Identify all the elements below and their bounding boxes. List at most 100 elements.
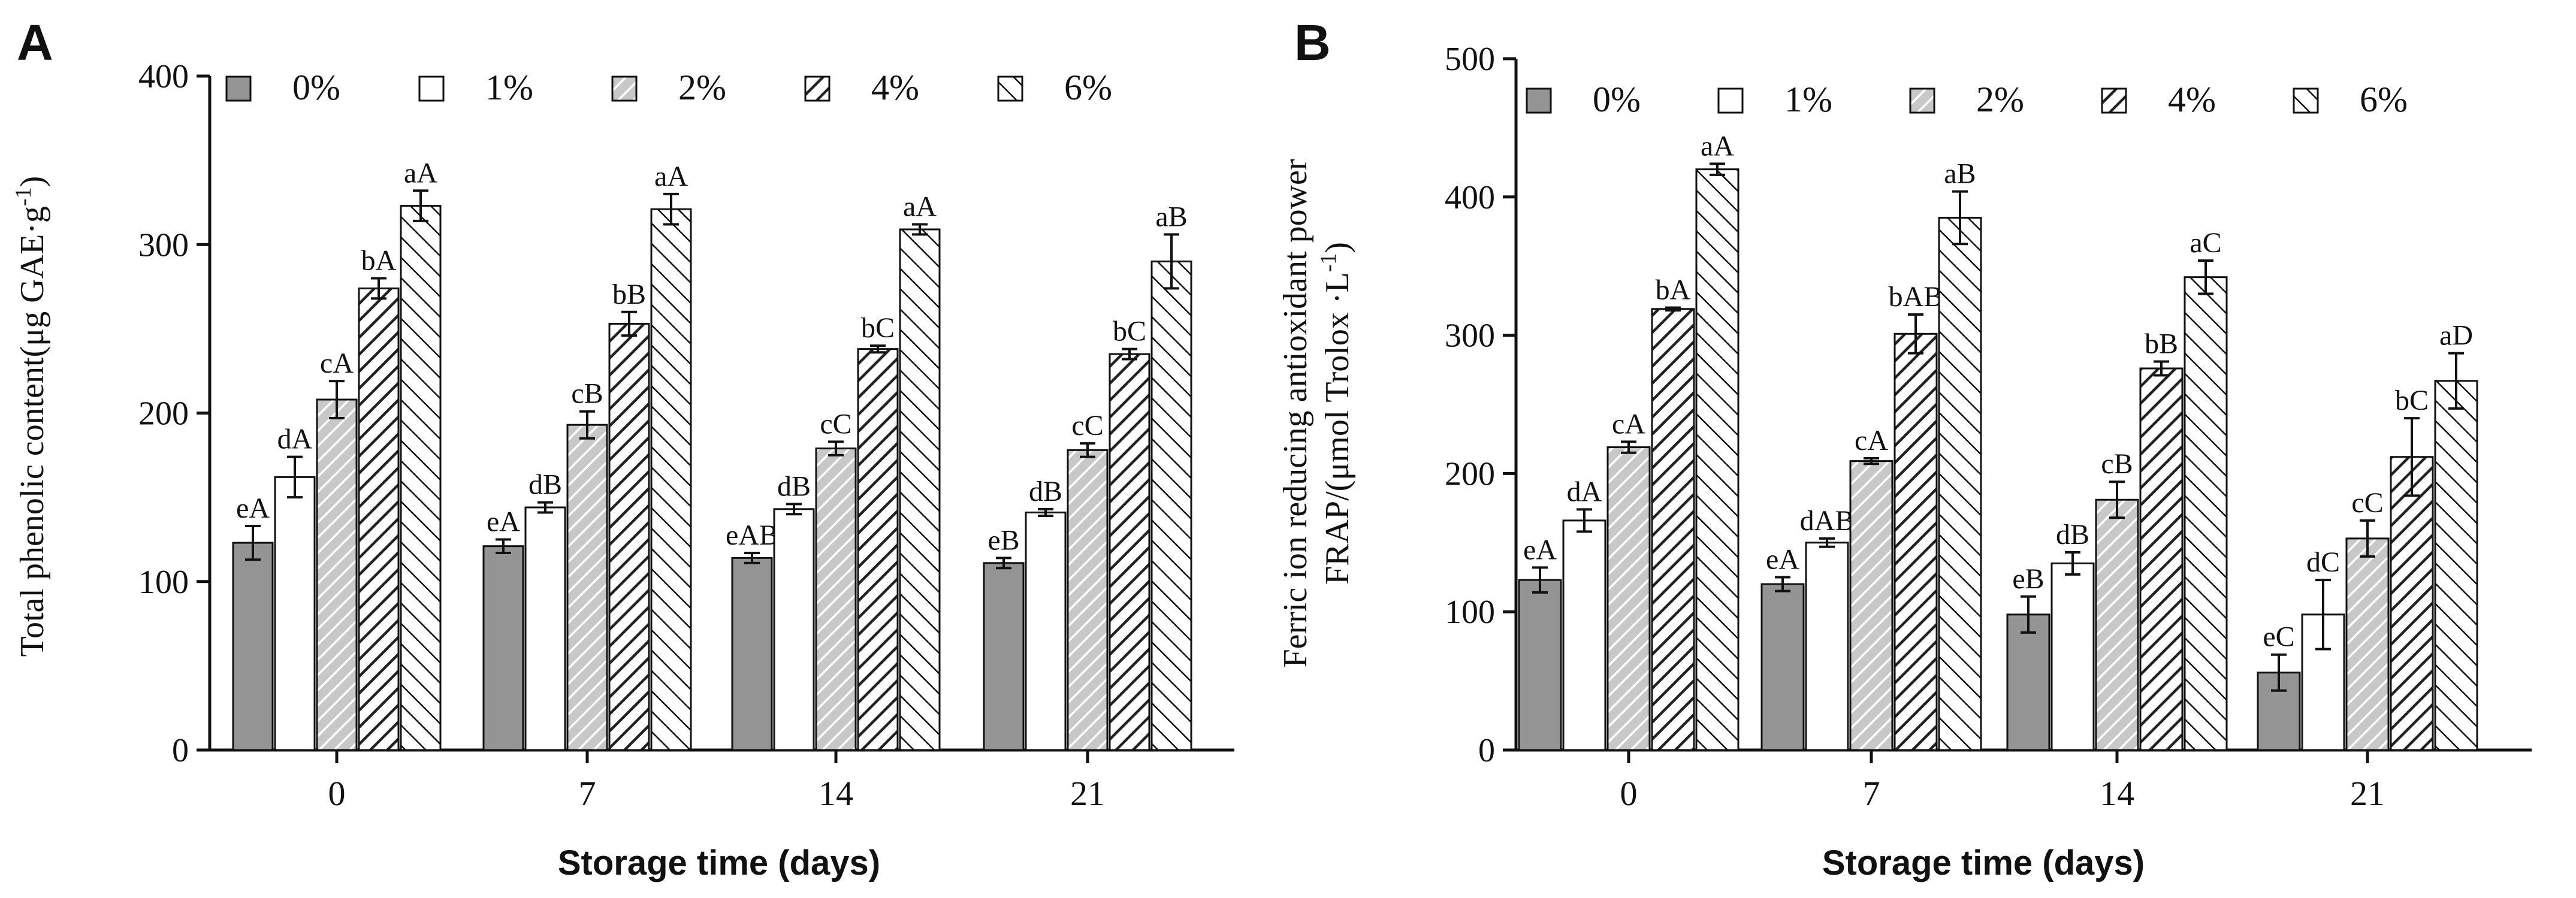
legend-label-b: 0% bbox=[1593, 80, 1641, 119]
legend-label-a: 4% bbox=[871, 68, 919, 107]
legend-swatch-a bbox=[997, 75, 1023, 102]
x-tick-label-b: 0 bbox=[1620, 774, 1638, 813]
legend-label-b: 6% bbox=[2360, 80, 2408, 119]
bar-a-gray-hatch bbox=[1067, 449, 1109, 751]
bar-b-solid-gray bbox=[2006, 613, 2050, 751]
bar-a-dense-hatch bbox=[1109, 353, 1150, 751]
bar-b-gray-hatch bbox=[2345, 537, 2390, 751]
bar-a-white bbox=[524, 506, 566, 751]
significance-label-a: dB bbox=[1029, 476, 1062, 507]
significance-label-b: cC bbox=[2351, 487, 2383, 519]
x-tick-label-b: 14 bbox=[2100, 774, 2134, 813]
y-axis-label-b-main: FRAP/(μmol Trolox ·L bbox=[1319, 272, 1356, 585]
significance-label-b: aA bbox=[1701, 130, 1734, 162]
legend-label-a: 0% bbox=[292, 68, 340, 107]
significance-label-b: aD bbox=[2439, 320, 2473, 352]
bar-a-dense-hatch bbox=[608, 322, 650, 751]
x-axis-label-a: Storage time (days) bbox=[558, 843, 880, 882]
significance-label-a: aB bbox=[1155, 201, 1187, 232]
significance-label-b: dB bbox=[2056, 519, 2089, 551]
y-axis-label-a: Total phenolic content(μg GAE·g-1) bbox=[11, 176, 51, 657]
bar-b-dense-hatch bbox=[2390, 456, 2434, 751]
significance-label-a: aA bbox=[654, 161, 688, 192]
legend-label-a: 2% bbox=[678, 68, 726, 107]
y-tick-label-b: 300 bbox=[1445, 318, 1495, 355]
x-tick-label-b: 7 bbox=[1863, 774, 1880, 813]
y-tick-label-a: 0 bbox=[172, 732, 189, 769]
y-axis-label-b-sup: -1 bbox=[1316, 253, 1341, 273]
x-tick-label-a: 7 bbox=[579, 774, 596, 813]
y-tick-label-b: 500 bbox=[1445, 41, 1495, 78]
legend-swatch-b bbox=[1526, 87, 1552, 114]
bars-b: 0eAdAcAbAaA7eAdABcAbABaB14eBdBcBbBaC21eC… bbox=[1518, 130, 2478, 813]
bar-a-gray-hatch bbox=[815, 448, 857, 751]
x-tick-label-a: 21 bbox=[1070, 774, 1105, 813]
bar-b-wide-hatch bbox=[1938, 216, 1982, 751]
legend-label-a: 6% bbox=[1064, 68, 1112, 107]
bar-a-dense-hatch bbox=[358, 287, 400, 751]
x-axis-label-b: Storage time (days) bbox=[1822, 843, 2145, 882]
bar-b-wide-hatch bbox=[2184, 276, 2228, 751]
bar-b-white bbox=[1805, 542, 1849, 751]
significance-label-b: bA bbox=[1656, 274, 1691, 306]
y-tick-label-b: 100 bbox=[1445, 594, 1495, 631]
bars-a: 0 eA dA cA bA aA 7 eA dB cB bB aA 14 eAB dB cC bC aA 21 eB d… bbox=[232, 157, 1192, 813]
legend-swatch-b bbox=[1717, 87, 1744, 114]
y-ticks-a: 0 100 200 300 400 bbox=[138, 58, 210, 769]
y-axis-label-a-main: Total phenolic content(μg GAE·g bbox=[14, 206, 51, 657]
bar-a-wide-hatch bbox=[650, 208, 692, 751]
significance-label-b: cA bbox=[1855, 425, 1888, 456]
significance-label-a: eAB bbox=[726, 519, 778, 551]
y-axis-label-a-sup: -1 bbox=[11, 187, 36, 206]
significance-label-b: eC bbox=[2263, 621, 2294, 653]
significance-label-a: cC bbox=[820, 408, 851, 440]
significance-label-a: eA bbox=[236, 492, 270, 524]
legend-swatch-b bbox=[1909, 87, 1935, 114]
bar-a-wide-hatch bbox=[1150, 260, 1192, 751]
bar-b-wide-hatch bbox=[1695, 168, 1740, 751]
x-tick-label-b: 21 bbox=[2350, 774, 2385, 813]
bar-b-white bbox=[1562, 519, 1606, 751]
legend-label-b: 2% bbox=[1976, 80, 2024, 119]
y-tick-label-a: 200 bbox=[138, 395, 189, 433]
legend-swatch-a bbox=[611, 75, 638, 102]
significance-label-a: aA bbox=[903, 191, 937, 223]
significance-label-b: cB bbox=[2101, 448, 2133, 480]
significance-label-a: dA bbox=[277, 424, 313, 455]
legend-swatch-a bbox=[804, 75, 831, 102]
significance-label-a: aA bbox=[404, 157, 437, 189]
bar-a-dense-hatch bbox=[857, 348, 899, 751]
significance-label-b: bB bbox=[2145, 328, 2178, 359]
significance-label-b: dC bbox=[2306, 546, 2340, 578]
significance-label-b: aC bbox=[2190, 227, 2221, 259]
y-axis-label-b-line1: Ferric ion reducing antioxidant power bbox=[1277, 159, 1314, 667]
y-axis-label-b: FRAP/(μmol Trolox ·L-1) bbox=[1316, 242, 1356, 585]
bar-b-dense-hatch bbox=[1894, 332, 1938, 751]
bar-b-gray-hatch bbox=[2095, 498, 2139, 751]
significance-label-b: dA bbox=[1567, 476, 1602, 507]
significance-label-a: bA bbox=[361, 245, 397, 277]
significance-label-a: bC bbox=[1113, 316, 1146, 347]
significance-label-b: eA bbox=[1523, 534, 1557, 566]
significance-label-b: cA bbox=[1612, 408, 1645, 440]
x-tick-label-a: 14 bbox=[819, 774, 853, 813]
x-tick-label-a: 0 bbox=[328, 774, 346, 813]
significance-label-b: dAB bbox=[1800, 505, 1855, 537]
legend-label-b: 4% bbox=[2168, 80, 2216, 119]
y-tick-label-a: 400 bbox=[138, 58, 189, 95]
significance-label-b: bAB bbox=[1889, 281, 1943, 313]
bar-a-gray-hatch bbox=[316, 398, 358, 751]
panel-letter-a: A bbox=[17, 14, 53, 71]
bar-a-solid-gray bbox=[983, 562, 1025, 751]
legend-swatch-b bbox=[2101, 87, 2127, 114]
significance-label-a: eB bbox=[987, 524, 1019, 556]
legend-swatch-b bbox=[2293, 87, 2319, 114]
significance-label-a: bC bbox=[861, 312, 895, 344]
bar-b-dense-hatch bbox=[1651, 308, 1695, 751]
bar-a-white bbox=[773, 508, 815, 751]
panel-letter-b: B bbox=[1294, 14, 1331, 71]
legend-a: 0% 1% 2% 4% 6% bbox=[225, 68, 1112, 107]
legend-swatch-a bbox=[418, 75, 445, 102]
legend-label-b: 1% bbox=[1784, 80, 1832, 119]
